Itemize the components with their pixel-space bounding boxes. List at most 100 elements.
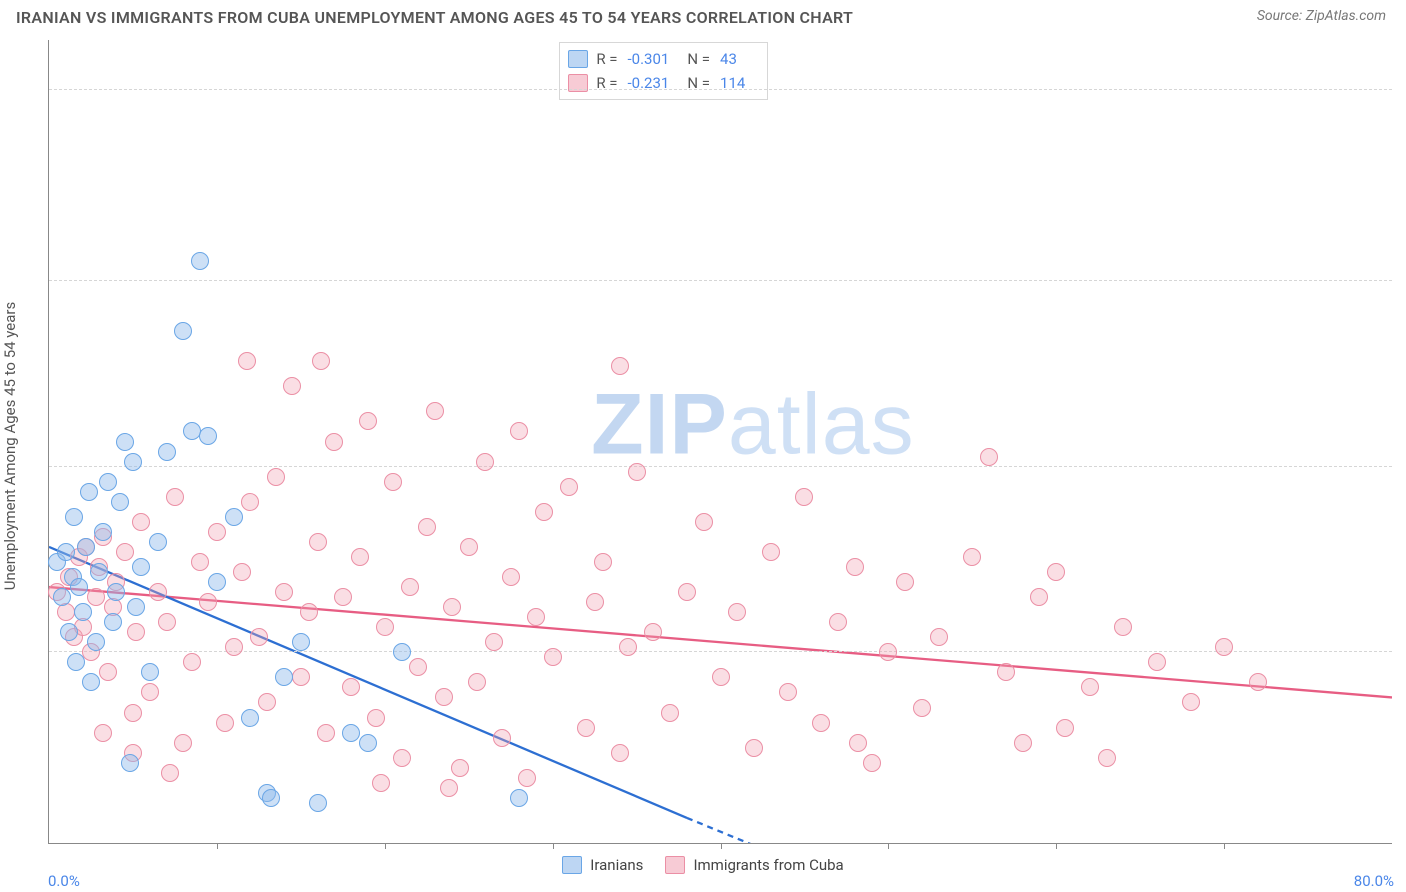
n-label: N = <box>687 47 710 71</box>
data-point <box>183 653 201 671</box>
data-point <box>107 583 125 601</box>
data-point <box>225 508 243 526</box>
data-point <box>930 628 948 646</box>
watermark: ZIPatlas <box>591 376 914 475</box>
data-point <box>1098 749 1116 767</box>
data-point <box>312 352 330 370</box>
data-point <box>418 518 436 536</box>
data-point <box>440 779 458 797</box>
data-point <box>393 749 411 767</box>
data-point <box>309 533 327 551</box>
legend-label-iranians: Iranians <box>590 856 643 874</box>
data-point <box>67 653 85 671</box>
x-tick <box>553 843 554 849</box>
legend-item-iranians: Iranians <box>562 856 643 874</box>
x-tick <box>721 843 722 849</box>
data-point <box>879 643 897 661</box>
data-point <box>863 754 881 772</box>
data-point <box>728 603 746 621</box>
data-point <box>317 724 335 742</box>
data-point <box>191 252 209 270</box>
data-point <box>233 563 251 581</box>
data-point <box>1114 618 1132 636</box>
data-point <box>997 663 1015 681</box>
data-point <box>80 483 98 501</box>
data-point <box>384 473 402 491</box>
data-point <box>451 759 469 777</box>
data-point <box>586 593 604 611</box>
data-point <box>183 422 201 440</box>
data-point <box>712 668 730 686</box>
data-point <box>158 443 176 461</box>
data-point <box>1014 734 1032 752</box>
data-point <box>779 683 797 701</box>
r-value-iranians: -0.301 <box>628 47 670 71</box>
data-point <box>127 598 145 616</box>
data-point <box>121 754 139 772</box>
data-point <box>527 608 545 626</box>
data-point <box>158 613 176 631</box>
gridline: 7.5% <box>49 466 1392 467</box>
data-point <box>199 593 217 611</box>
data-point <box>502 568 520 586</box>
data-point <box>124 453 142 471</box>
data-point <box>275 583 293 601</box>
data-point <box>695 513 713 531</box>
data-point <box>812 714 830 732</box>
r-label: R = <box>596 71 617 95</box>
data-point <box>116 433 134 451</box>
data-point <box>1249 673 1267 691</box>
data-point <box>913 699 931 717</box>
legend-item-cuba: Immigrants from Cuba <box>665 856 843 874</box>
data-point <box>74 603 92 621</box>
stat-row-iranians: R = -0.301 N = 43 <box>568 47 755 71</box>
data-point <box>141 683 159 701</box>
data-point <box>535 503 553 521</box>
plot-region: ZIPatlas R = -0.301 N = 43 R = -0.231 N … <box>48 40 1392 844</box>
data-point <box>225 638 243 656</box>
data-point <box>53 588 71 606</box>
data-point <box>342 724 360 742</box>
data-point <box>104 613 122 631</box>
x-tick <box>385 843 386 849</box>
data-point <box>849 734 867 752</box>
data-point <box>476 453 494 471</box>
legend-swatch-blue-icon <box>562 856 582 874</box>
swatch-blue-icon <box>568 50 588 68</box>
watermark-rest: atlas <box>728 377 915 473</box>
data-point <box>208 573 226 591</box>
data-point <box>161 764 179 782</box>
data-point <box>132 558 150 576</box>
data-point <box>518 769 536 787</box>
x-tick <box>888 843 889 849</box>
data-point <box>238 352 256 370</box>
n-value-iranians: 43 <box>720 47 737 71</box>
data-point <box>325 433 343 451</box>
data-point <box>1182 693 1200 711</box>
data-point <box>309 794 327 812</box>
x-axis-max: 80.0% <box>1354 872 1394 890</box>
data-point <box>132 513 150 531</box>
data-point <box>401 578 419 596</box>
data-point <box>577 719 595 737</box>
data-point <box>60 623 78 641</box>
data-point <box>241 493 259 511</box>
legend-label-cuba: Immigrants from Cuba <box>693 856 843 874</box>
data-point <box>94 724 112 742</box>
data-point <box>367 709 385 727</box>
source-attribution: Source: ZipAtlas.com <box>1257 8 1386 24</box>
data-point <box>99 663 117 681</box>
data-point <box>149 583 167 601</box>
data-point <box>292 668 310 686</box>
data-point <box>493 729 511 747</box>
data-point <box>208 523 226 541</box>
data-point <box>678 583 696 601</box>
data-point <box>426 402 444 420</box>
data-point <box>468 673 486 691</box>
data-point <box>846 558 864 576</box>
data-point <box>141 663 159 681</box>
data-point <box>829 613 847 631</box>
data-point <box>628 463 646 481</box>
data-point <box>65 508 83 526</box>
data-point <box>70 578 88 596</box>
